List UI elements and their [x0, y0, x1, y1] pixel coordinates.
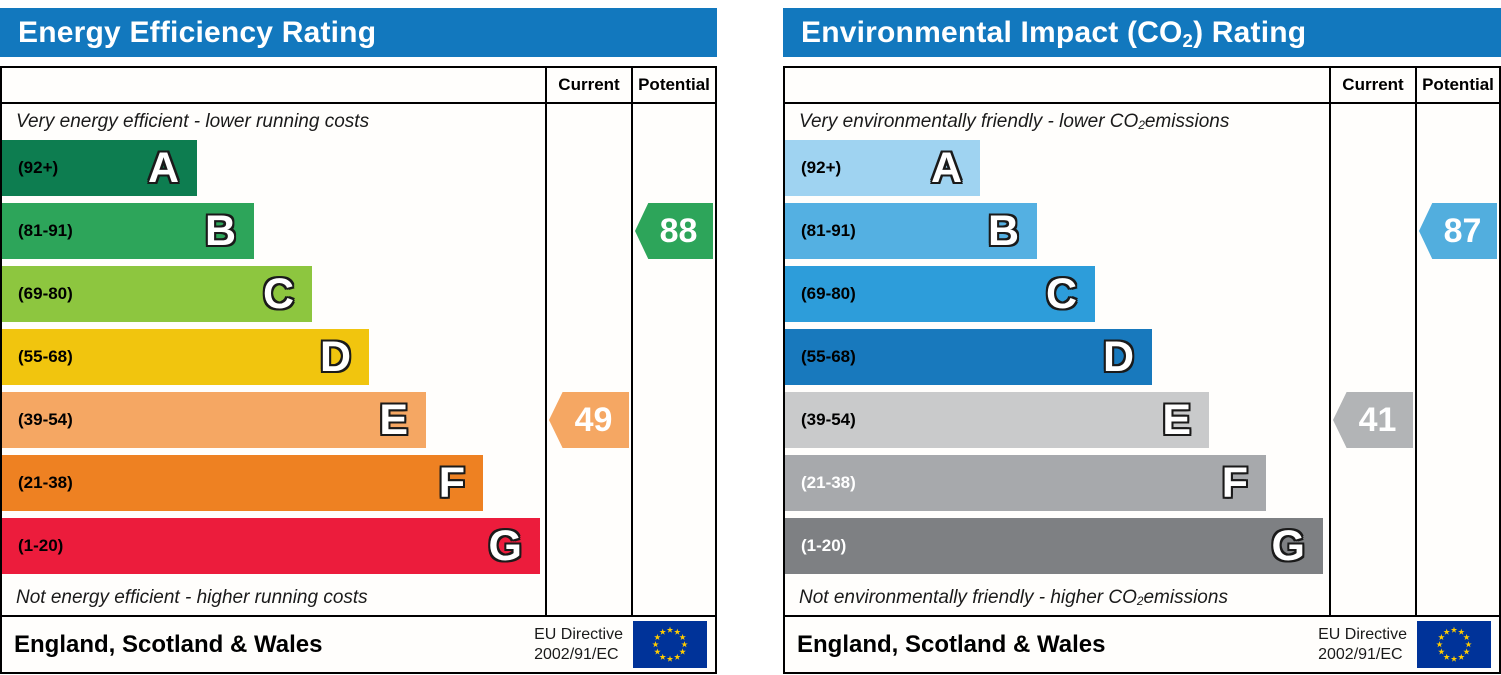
band-row-c: (69-80) C [2, 266, 715, 329]
band-row-e: (39-54) E 41 [785, 392, 1499, 455]
top-caption: Very energy efficient - lower running co… [16, 111, 370, 132]
band-f-bar: (21-38) F [2, 455, 483, 511]
band-row-g: (1-20) G [785, 518, 1499, 581]
panel-title: Environmental Impact (CO2) Rating [801, 15, 1307, 51]
band-row-a: (92+) A [785, 140, 1499, 203]
band-a-bar: (92+) A [2, 140, 197, 196]
band-row-a: (92+) A [2, 140, 715, 203]
top-caption-row: Very energy efficient - lower running co… [2, 104, 715, 140]
band-g-letter: G [488, 521, 522, 570]
footer-row: England, Scotland & Wales EU Directive 2… [785, 615, 1499, 672]
band-e-letter: E [1162, 395, 1191, 444]
band-row-g: (1-20) G [2, 518, 715, 581]
potential-column-header: Potential [1415, 68, 1499, 102]
band-a-range: (92+) [18, 158, 59, 177]
band-e-range: (39-54) [18, 410, 73, 429]
band-d-letter: D [319, 332, 351, 381]
eu-directive-label: EU Directive 2002/91/EC [534, 625, 623, 663]
band-d-bar: (55-68) D [2, 329, 369, 385]
top-caption-row: Very environmentally friendly - lower CO… [785, 104, 1499, 140]
band-g-bar: (1-20) G [785, 518, 1323, 574]
band-g-range: (1-20) [801, 536, 847, 555]
band-b-range: (81-91) [801, 221, 856, 240]
bottom-caption-row: Not energy efficient - higher running co… [2, 581, 715, 615]
region-label: England, Scotland & Wales [14, 630, 323, 658]
band-g-letter: G [1271, 521, 1305, 570]
header-spacer [785, 68, 1329, 102]
potential-column-header: Potential [631, 68, 715, 102]
panel-title: Energy Efficiency Rating [18, 15, 377, 49]
band-g-bar: (1-20) G [2, 518, 540, 574]
bottom-caption-row: Not environmentally friendly - higher CO… [785, 581, 1499, 615]
footer-row: England, Scotland & Wales EU Directive 2… [2, 615, 715, 672]
band-a-bar: (92+) A [785, 140, 980, 196]
band-a-letter: A [930, 143, 962, 192]
band-d-range: (55-68) [801, 347, 856, 366]
band-b-bar: (81-91) B [785, 203, 1037, 259]
band-f-bar: (21-38) F [785, 455, 1266, 511]
band-c-bar: (69-80) C [2, 266, 312, 322]
band-e-bar: (39-54) E [785, 392, 1209, 448]
band-e-bar: (39-54) E [2, 392, 426, 448]
band-c-range: (69-80) [801, 284, 856, 303]
energy-panel-header: Energy Efficiency Rating [0, 8, 717, 57]
current-column-header: Current [1329, 68, 1415, 102]
column-header-row: Current Potential [785, 68, 1499, 104]
band-c-bar: (69-80) C [785, 266, 1095, 322]
band-a-range: (92+) [801, 158, 842, 177]
band-d-bar: (55-68) D [785, 329, 1152, 385]
band-b-letter: B [987, 206, 1019, 255]
band-d-range: (55-68) [18, 347, 73, 366]
current-rating-arrow: 41 [1333, 392, 1413, 448]
header-spacer [2, 68, 545, 102]
eu-directive-label: EU Directive 2002/91/EC [1318, 625, 1407, 663]
band-b-letter: B [204, 206, 236, 255]
band-c-letter: C [262, 269, 294, 318]
band-row-b: (81-91) B 87 [785, 203, 1499, 266]
band-row-e: (39-54) E 49 [2, 392, 715, 455]
band-c-range: (69-80) [18, 284, 73, 303]
band-row-f: (21-38) F [2, 455, 715, 518]
potential-rating-arrow: 88 [635, 203, 713, 259]
band-f-range: (21-38) [18, 473, 73, 492]
band-c-letter: C [1045, 269, 1077, 318]
band-row-d: (55-68) D [785, 329, 1499, 392]
environmental-panel-header: Environmental Impact (CO2) Rating [783, 8, 1501, 57]
bottom-caption: Not energy efficient - higher running co… [16, 587, 368, 608]
band-f-letter: F [438, 458, 465, 507]
band-f-letter: F [1221, 458, 1248, 507]
band-g-range: (1-20) [18, 536, 64, 555]
bottom-caption: Not environmentally friendly - higher CO… [799, 587, 1228, 608]
band-row-b: (81-91) B 88 [2, 203, 715, 266]
band-row-d: (55-68) D [2, 329, 715, 392]
potential-rating-arrow: 87 [1419, 203, 1497, 259]
band-row-c: (69-80) C [785, 266, 1499, 329]
current-rating-arrow: 49 [549, 392, 629, 448]
environmental-rating-table: Current Potential Very environmentally f… [783, 66, 1501, 674]
region-label: England, Scotland & Wales [797, 630, 1106, 658]
band-b-range: (81-91) [18, 221, 73, 240]
environmental-impact-panel: Environmental Impact (CO2) Rating Curren… [783, 0, 1501, 674]
energy-efficiency-panel: Energy Efficiency Rating Current Potenti… [0, 0, 717, 674]
band-a-letter: A [147, 143, 179, 192]
band-e-range: (39-54) [801, 410, 856, 429]
energy-rating-table: Current Potential Very energy efficient … [0, 66, 717, 674]
band-row-f: (21-38) F [785, 455, 1499, 518]
eu-flag-icon [1417, 621, 1491, 668]
band-e-letter: E [379, 395, 408, 444]
current-column-header: Current [545, 68, 631, 102]
column-header-row: Current Potential [2, 68, 715, 104]
band-f-range: (21-38) [801, 473, 856, 492]
top-caption: Very environmentally friendly - lower CO… [799, 111, 1230, 132]
eu-flag-icon [633, 621, 707, 668]
band-d-letter: D [1102, 332, 1134, 381]
band-b-bar: (81-91) B [2, 203, 254, 259]
